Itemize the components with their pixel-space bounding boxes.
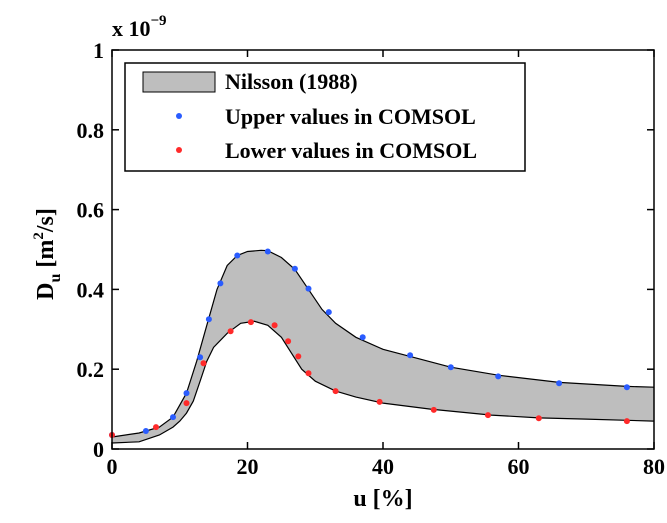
y-multiplier-prefix: x 10 xyxy=(112,16,151,41)
lower-comsol-point xyxy=(271,322,278,329)
upper-comsol-point xyxy=(197,354,204,361)
legend-label-lower: Lower values in COMSOL xyxy=(225,138,477,163)
lower-comsol-point xyxy=(623,418,630,425)
legend: Nilsson (1988) Upper values in COMSOL Lo… xyxy=(124,62,526,172)
upper-comsol-point xyxy=(325,309,332,316)
points-layer xyxy=(109,248,630,438)
upper-comsol-point xyxy=(217,280,224,287)
lower-comsol-point xyxy=(430,406,437,413)
lower-comsol-point xyxy=(247,319,254,326)
x-axis-title: u [%] xyxy=(353,486,412,512)
y-axis-multiplier: x 10−9 xyxy=(112,13,167,41)
y-axis-title: Du [m2/s] xyxy=(31,208,64,300)
legend-marker-upper xyxy=(176,113,182,119)
y-title-unit-suffix: /s] xyxy=(33,208,59,233)
lower-comsol-point xyxy=(285,338,292,345)
upper-comsol-point xyxy=(623,384,630,391)
band-lower-edge xyxy=(111,320,655,444)
upper-comsol-point xyxy=(359,334,366,341)
lower-comsol-point xyxy=(305,370,312,377)
band-fill xyxy=(112,250,654,443)
lower-comsol-point xyxy=(332,388,339,395)
y-multiplier-exponent: −9 xyxy=(151,13,167,29)
lower-comsol-point xyxy=(295,353,302,360)
y-title-base: D xyxy=(33,283,59,300)
lower-comsol-point xyxy=(183,400,190,407)
upper-comsol-point xyxy=(234,252,241,259)
y-title-unit-prefix: [m xyxy=(33,240,59,274)
upper-comsol-point xyxy=(495,373,502,380)
upper-comsol-point xyxy=(170,414,176,421)
upper-comsol-point xyxy=(407,352,414,359)
y-tick-label: 1 xyxy=(93,38,104,63)
y-tick-label: 0.8 xyxy=(77,118,105,143)
upper-comsol-point xyxy=(183,390,190,397)
lower-comsol-point xyxy=(200,360,207,367)
upper-comsol-point xyxy=(291,265,298,272)
y-tick-label: 0 xyxy=(93,437,104,462)
legend-label-upper: Upper values in COMSOL xyxy=(225,104,476,129)
ticks-layer: 0 20 40 60 80 0 0.2 0.4 0.6 0.8 1 xyxy=(77,38,666,479)
band-upper-edge xyxy=(111,249,655,438)
lower-comsol-point xyxy=(227,328,234,335)
lower-comsol-point xyxy=(376,398,383,405)
upper-comsol-point xyxy=(305,285,312,292)
lower-comsol-point xyxy=(153,424,159,431)
lower-comsol-point xyxy=(485,412,491,419)
x-tick-label: 20 xyxy=(237,454,259,479)
y-title-sub: u xyxy=(47,274,64,283)
lower-comsol-point xyxy=(535,415,542,422)
y-tick-label: 0.6 xyxy=(77,198,105,223)
legend-label-band: Nilsson (1988) xyxy=(225,69,358,94)
x-tick-label: 80 xyxy=(643,454,665,479)
x-tick-label: 0 xyxy=(107,454,118,479)
band-layer xyxy=(111,249,655,444)
upper-comsol-point xyxy=(142,428,149,434)
y-tick-label: 0.4 xyxy=(77,277,105,302)
legend-marker-lower xyxy=(176,147,182,153)
x-tick-label: 60 xyxy=(508,454,530,479)
legend-swatch-band xyxy=(142,71,216,93)
upper-comsol-point xyxy=(205,316,212,323)
upper-comsol-point xyxy=(447,364,454,371)
y-tick-label: 0.2 xyxy=(77,357,105,382)
upper-comsol-point xyxy=(264,248,271,255)
upper-comsol-point xyxy=(556,380,563,387)
y-title-unit-sup: 2 xyxy=(31,232,47,240)
x-tick-label: 40 xyxy=(372,454,394,479)
